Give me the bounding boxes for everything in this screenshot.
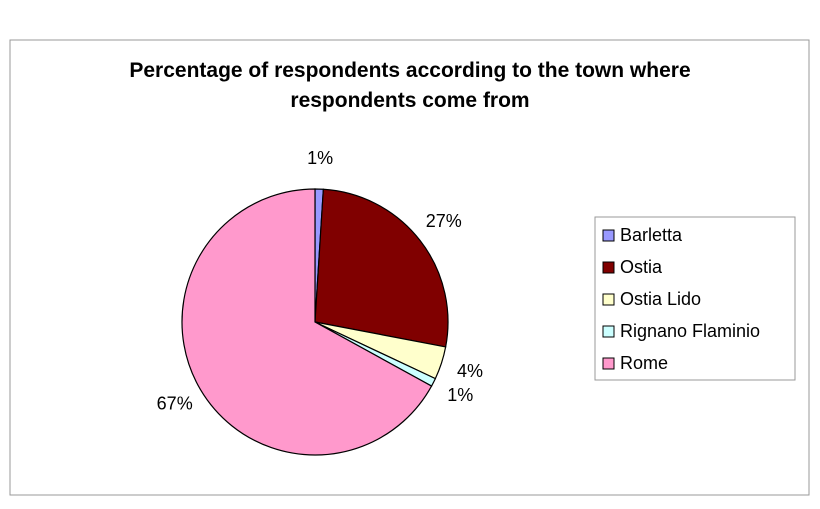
data-label: 4% — [457, 361, 483, 381]
legend-label: Ostia Lido — [620, 289, 701, 309]
legend-label: Ostia — [620, 257, 663, 277]
data-label: 1% — [307, 148, 333, 168]
data-label: 1% — [447, 385, 473, 405]
pie-slice — [181, 188, 433, 456]
data-label: 67% — [157, 394, 193, 414]
legend-box — [594, 216, 796, 381]
legend-label: Rome — [620, 353, 668, 373]
pie-slice — [314, 188, 449, 348]
data-label: 27% — [426, 211, 462, 231]
legend-label: Rignano Flaminio — [620, 321, 760, 341]
legend-swatch — [602, 229, 615, 242]
chart-title: Percentage of respondents according to t… — [129, 59, 691, 112]
legend-swatch — [602, 293, 615, 306]
legend-swatch — [602, 261, 615, 274]
legend-swatch — [602, 325, 615, 338]
legend-swatch — [602, 357, 615, 370]
legend-label: Barletta — [620, 225, 683, 245]
